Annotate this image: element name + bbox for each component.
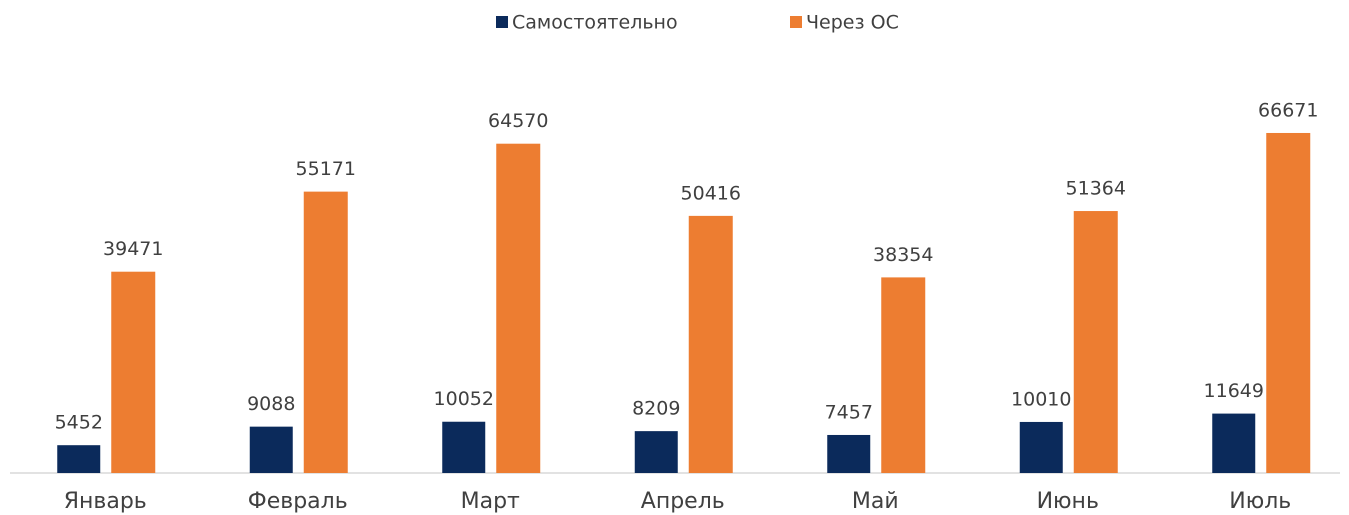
bar [303, 191, 348, 473]
value-label: 39471 [103, 238, 163, 260]
legend-swatch [790, 16, 802, 28]
x-tick-label: Май [852, 489, 899, 514]
value-label: 9088 [247, 393, 295, 415]
x-tick-label: Апрель [641, 489, 725, 514]
value-label: 38354 [873, 244, 933, 266]
x-tick-label: Февраль [248, 489, 348, 514]
bar [442, 421, 486, 473]
bar [1212, 413, 1256, 473]
x-tick-label: Июнь [1037, 489, 1099, 514]
bar [111, 271, 156, 473]
bar [57, 445, 101, 473]
value-label: 64570 [488, 110, 548, 132]
bar [827, 434, 871, 473]
value-label: 5452 [55, 412, 103, 434]
bar [881, 277, 926, 473]
bar [249, 426, 293, 473]
bar [496, 143, 541, 473]
x-tick-label: Март [461, 489, 520, 514]
legend-label: Самостоятельно [512, 12, 678, 34]
x-tick-label: Июль [1229, 489, 1291, 514]
value-label: 55171 [296, 158, 356, 180]
bar [1019, 421, 1063, 473]
value-label: 50416 [681, 182, 741, 204]
value-label: 10052 [434, 388, 494, 410]
value-label: 7457 [825, 401, 873, 423]
value-label: 51364 [1066, 178, 1126, 200]
value-label: 11649 [1204, 380, 1264, 402]
value-label: 10010 [1011, 388, 1071, 410]
bar [688, 215, 733, 473]
legend-label: Через ОС [806, 12, 899, 34]
value-label: 8209 [632, 398, 680, 420]
legend-swatch [496, 16, 508, 28]
bar [1266, 132, 1311, 473]
bar [634, 431, 678, 473]
bar [1073, 211, 1118, 474]
x-tick-label: Январь [64, 489, 147, 514]
value-label: 66671 [1258, 99, 1318, 121]
